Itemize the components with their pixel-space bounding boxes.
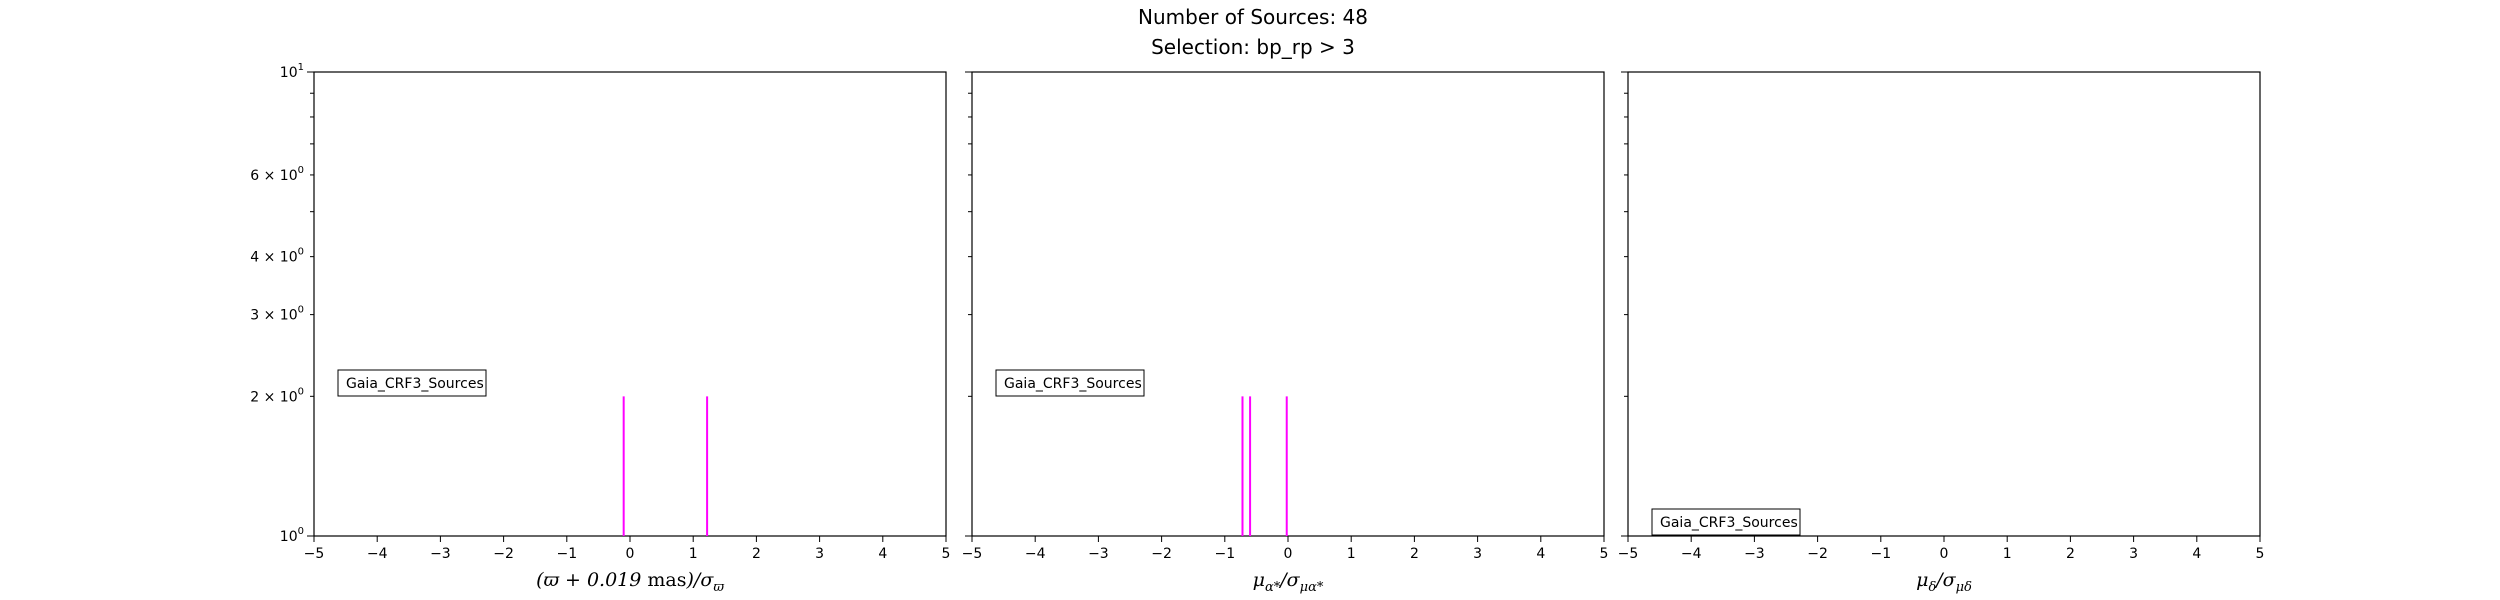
x-axis-label: (ϖ + 0.019 mas)/σϖ — [536, 569, 724, 595]
x-tick-label: −5 — [304, 546, 325, 562]
x-tick-label: −4 — [1025, 546, 1046, 562]
x-tick-label: −2 — [493, 546, 514, 562]
y-tick-label: 2 × 100 — [250, 386, 304, 405]
x-tick-label: 0 — [1940, 546, 1949, 562]
x-axis-label: μα*/σμα* — [1253, 569, 1324, 595]
x-tick-label: 2 — [752, 546, 761, 562]
x-tick-label: 5 — [2256, 546, 2265, 562]
x-tick-label: 2 — [1410, 546, 1419, 562]
figure-title-line1: Number of Sources: 48 — [1138, 5, 1368, 29]
x-tick-label: 0 — [1284, 546, 1293, 562]
plot-frame — [971, 71, 1605, 537]
x-tick-label: 1 — [689, 546, 698, 562]
figure-title-line2: Selection: bp_rp > 3 — [1151, 35, 1355, 59]
x-tick-label: 1 — [1347, 546, 1356, 562]
x-tick-label: −3 — [1744, 546, 1765, 562]
legend: Gaia_CRF3_Sources — [1651, 508, 1801, 536]
x-tick-label: −1 — [1214, 546, 1235, 562]
plot-frame — [1627, 71, 2261, 537]
x-tick-label: −1 — [1870, 546, 1891, 562]
x-tick-label: −5 — [962, 546, 983, 562]
plot-frame — [313, 71, 947, 537]
x-tick-label: 5 — [942, 546, 951, 562]
x-tick-label: −3 — [1088, 546, 1109, 562]
x-tick-label: −5 — [1618, 546, 1639, 562]
x-tick-label: 3 — [1473, 546, 1482, 562]
x-tick-label: 2 — [2066, 546, 2075, 562]
x-tick-label: 4 — [1536, 546, 1545, 562]
y-tick-label: 4 × 100 — [250, 247, 304, 266]
x-tick-label: 3 — [815, 546, 824, 562]
x-tick-label: −4 — [367, 546, 388, 562]
legend-box — [337, 369, 487, 397]
pmdec-histogram-panel: −5 −4 −3 −2 −1 0 1 2 3 4 5 μδ/σμδ Gaia_CRF3_Sources — [1618, 71, 2265, 595]
x-tick-label: 3 — [2129, 546, 2138, 562]
y-tick-label: 6 × 100 — [250, 165, 304, 184]
y-tick-label: 101 — [280, 62, 304, 81]
pmra-histogram-panel: −5 −4 −3 −2 −1 0 1 2 3 4 5 μα*/σμα* Gaia_CRF3_Source… — [962, 71, 1609, 595]
y-tick-label: 100 — [280, 526, 304, 545]
x-tick-label: −1 — [556, 546, 577, 562]
x-tick-label: −2 — [1151, 546, 1172, 562]
legend: Gaia_CRF3_Sources — [995, 369, 1145, 397]
legend-label: Gaia_CRF3_Sources — [1660, 515, 1798, 531]
y-tick-label: 3 × 100 — [250, 305, 304, 324]
legend-box — [995, 369, 1145, 397]
legend-box — [1651, 508, 1801, 536]
x-tick-label: 0 — [626, 546, 635, 562]
legend-label: Gaia_CRF3_Sources — [1004, 376, 1142, 392]
x-tick-label: −2 — [1807, 546, 1828, 562]
x-tick-label: 5 — [1600, 546, 1609, 562]
x-axis-label: μδ/σμδ — [1916, 569, 1972, 595]
parallax-histogram-panel: −5 −4 −3 −2 −1 0 1 2 3 4 5 101 6 × 100 4 × 100 3 × 100… — [250, 62, 950, 595]
x-tick-label: 4 — [2192, 546, 2201, 562]
legend: Gaia_CRF3_Sources — [337, 369, 487, 397]
x-tick-label: 4 — [878, 546, 887, 562]
legend-label: Gaia_CRF3_Sources — [346, 376, 484, 392]
x-tick-label: −4 — [1681, 546, 1702, 562]
x-tick-label: −3 — [430, 546, 451, 562]
x-tick-label: 1 — [2003, 546, 2012, 562]
